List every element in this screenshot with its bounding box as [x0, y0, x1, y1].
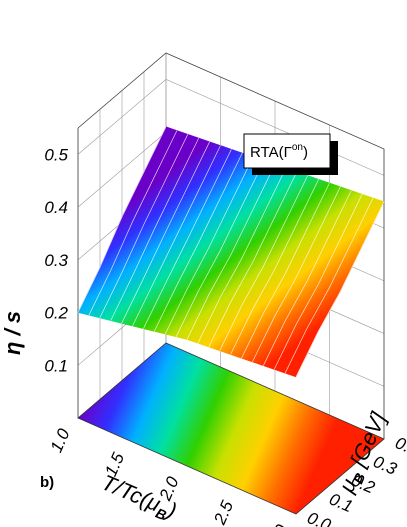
surface-contour [143, 149, 232, 329]
surface-contour [99, 134, 189, 319]
surface-contour [262, 190, 352, 366]
surface-contour [197, 167, 287, 344]
z-tick-label: 0.5 [44, 145, 68, 164]
floor-outline [77, 342, 385, 515]
surface-contour [121, 141, 210, 324]
surface-contour [164, 156, 254, 335]
surface-contour [88, 130, 178, 316]
surface-contour [132, 145, 221, 327]
surface-contour [208, 171, 298, 348]
surface-contour [241, 182, 330, 359]
floor-colormap [78, 343, 384, 514]
box-top-edge [77, 52, 385, 439]
y-tick-label: 0.4 [392, 433, 407, 460]
surface-contour [295, 201, 385, 378]
surface-mesh [77, 126, 385, 378]
surface-contour [219, 175, 309, 351]
x-tick-label: 2.5 [210, 497, 238, 527]
surface-contour [153, 152, 243, 332]
surface-contour [273, 194, 363, 370]
panel-label: b) [40, 474, 54, 491]
z-tick-label: 0.2 [44, 304, 68, 323]
z-tick-label: 0.1 [44, 356, 68, 375]
y-tick-label: 0.0 [304, 508, 334, 527]
z-axis-title-text: η / s [0, 311, 25, 355]
surface-contour [175, 160, 265, 337]
legend-entry: RTA(Γ [250, 144, 292, 161]
floor-projection [77, 342, 385, 515]
y-tick-label: 0.3 [370, 452, 400, 479]
surface-contour [230, 179, 319, 355]
z-tick-label: 0.4 [44, 198, 68, 217]
surface-contour [284, 197, 374, 374]
surface-contour [77, 126, 167, 313]
z-tick-label: 0.3 [44, 251, 68, 270]
svg-text:RTA(Γon): RTA(Γon) [250, 142, 308, 161]
surface-contour [186, 164, 276, 340]
surface-contour [110, 137, 200, 321]
legend-close: ) [303, 144, 308, 161]
legend-superscript: on [292, 142, 303, 153]
legend: RTA(Γon) [243, 133, 338, 175]
surface-contour [252, 186, 341, 363]
x-tick-label: 3.0 [265, 521, 292, 527]
z-axis-title: η / s [0, 311, 25, 355]
x-tick-label: 1.0 [47, 425, 74, 455]
